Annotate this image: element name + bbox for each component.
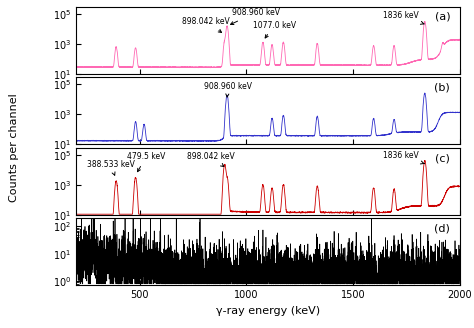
- Text: (b): (b): [435, 82, 450, 92]
- Text: 1836 keV: 1836 keV: [383, 11, 424, 24]
- Text: 1077.0 keV: 1077.0 keV: [253, 21, 296, 38]
- Text: 908.960 keV: 908.960 keV: [230, 8, 280, 25]
- Text: Counts per channel: Counts per channel: [9, 93, 19, 202]
- Text: (d): (d): [434, 224, 450, 234]
- Text: 479.5 keV: 479.5 keV: [127, 152, 165, 172]
- X-axis label: γ-ray energy (keV): γ-ray energy (keV): [216, 306, 320, 316]
- Text: 898.042 keV: 898.042 keV: [182, 17, 230, 32]
- Text: 898.042 keV: 898.042 keV: [187, 152, 235, 167]
- Text: (a): (a): [435, 12, 450, 22]
- Text: 1836 keV: 1836 keV: [383, 151, 424, 164]
- Text: (c): (c): [435, 153, 450, 163]
- Text: 388.533 keV: 388.533 keV: [86, 160, 135, 175]
- Text: 908.960 keV: 908.960 keV: [204, 82, 252, 97]
